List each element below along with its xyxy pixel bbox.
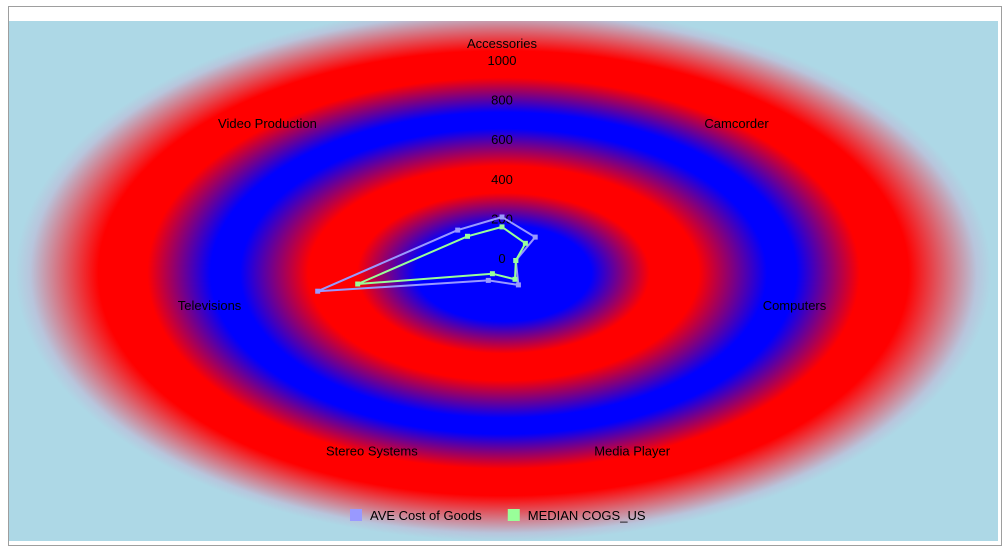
legend: AVE Cost of Goods MEDIAN COGS_US [350, 508, 646, 523]
data-point-camcorder[interactable] [522, 240, 528, 246]
radial-tick-label: 800 [491, 93, 513, 108]
legend-label: AVE Cost of Goods [370, 508, 482, 523]
category-label-stereo-systems: Stereo Systems [326, 444, 418, 459]
series-line [357, 225, 527, 285]
data-point-video-production[interactable] [465, 233, 470, 239]
legend-swatch [507, 509, 520, 521]
data-point-stereo-systems[interactable] [489, 271, 495, 277]
radial-tick-label: 0 [498, 251, 505, 266]
data-point-camcorder[interactable] [532, 234, 538, 240]
plot-background [9, 21, 998, 541]
category-label-video-production: Video Production [218, 116, 317, 131]
data-point-televisions[interactable] [315, 288, 321, 294]
data-point-stereo-systems[interactable] [485, 277, 491, 283]
category-label-computers: Computers [763, 298, 827, 313]
radial-tick-label: 600 [491, 132, 513, 147]
data-point-media-player[interactable] [512, 276, 518, 282]
data-point-accessories[interactable] [499, 214, 505, 220]
radial-tick-label: 1000 [488, 53, 517, 68]
category-label-televisions: Televisions [178, 298, 242, 313]
category-label-camcorder: Camcorder [704, 116, 769, 131]
data-point-accessories[interactable] [499, 224, 505, 230]
data-point-media-player[interactable] [515, 282, 521, 288]
legend-label: MEDIAN COGS_US [528, 508, 646, 523]
series-median-cogs-us [355, 224, 528, 287]
legend-swatch [350, 509, 362, 521]
category-label-accessories: Accessories [467, 36, 538, 51]
category-label-media-player: Media Player [594, 444, 671, 459]
data-point-video-production[interactable] [455, 227, 461, 233]
series-line [317, 215, 537, 293]
data-point-televisions[interactable] [355, 281, 361, 287]
plot-area [9, 21, 998, 541]
radial-tick-label: 400 [491, 172, 513, 187]
radial-tick-labels: 10008006004002000 [488, 53, 517, 266]
data-point-computers[interactable] [513, 258, 519, 263]
category-labels: Accessories Camcorder Computers Media Playe… [178, 36, 827, 459]
series-layer [315, 214, 538, 294]
